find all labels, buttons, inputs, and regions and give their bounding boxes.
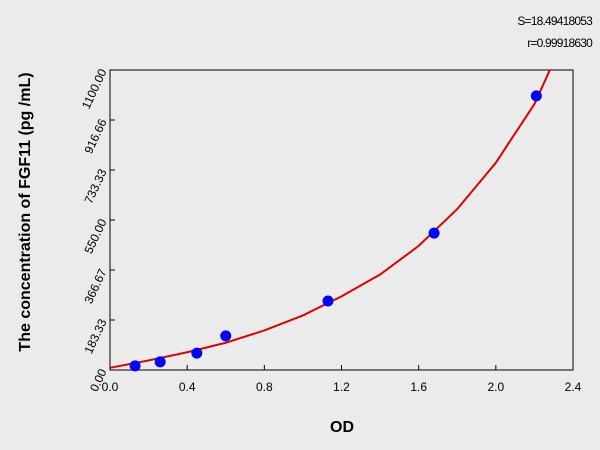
y-axis-label: The concentration of FGF11 (pg /mL) [17, 72, 34, 351]
point [428, 227, 440, 239]
x-tick-label: 0.4 [179, 380, 196, 394]
annotation: S=18.49418053 [517, 14, 593, 28]
point [191, 347, 203, 359]
x-tick-label: 2.0 [487, 380, 504, 394]
point [220, 330, 232, 342]
x-tick-label: 1.6 [410, 380, 427, 394]
point [129, 360, 141, 372]
x-tick-label: 2.4 [565, 380, 582, 394]
point [322, 295, 334, 307]
x-tick-label: 0.8 [256, 380, 273, 394]
x-axis-label: OD [330, 419, 354, 436]
point [154, 356, 166, 368]
fit-curve [109, 69, 551, 369]
x-tick-label: 1.2 [333, 380, 350, 394]
x-tick-label: 0.0 [102, 380, 119, 394]
annotation: r=0.99918630 [527, 36, 593, 50]
point [530, 90, 542, 102]
